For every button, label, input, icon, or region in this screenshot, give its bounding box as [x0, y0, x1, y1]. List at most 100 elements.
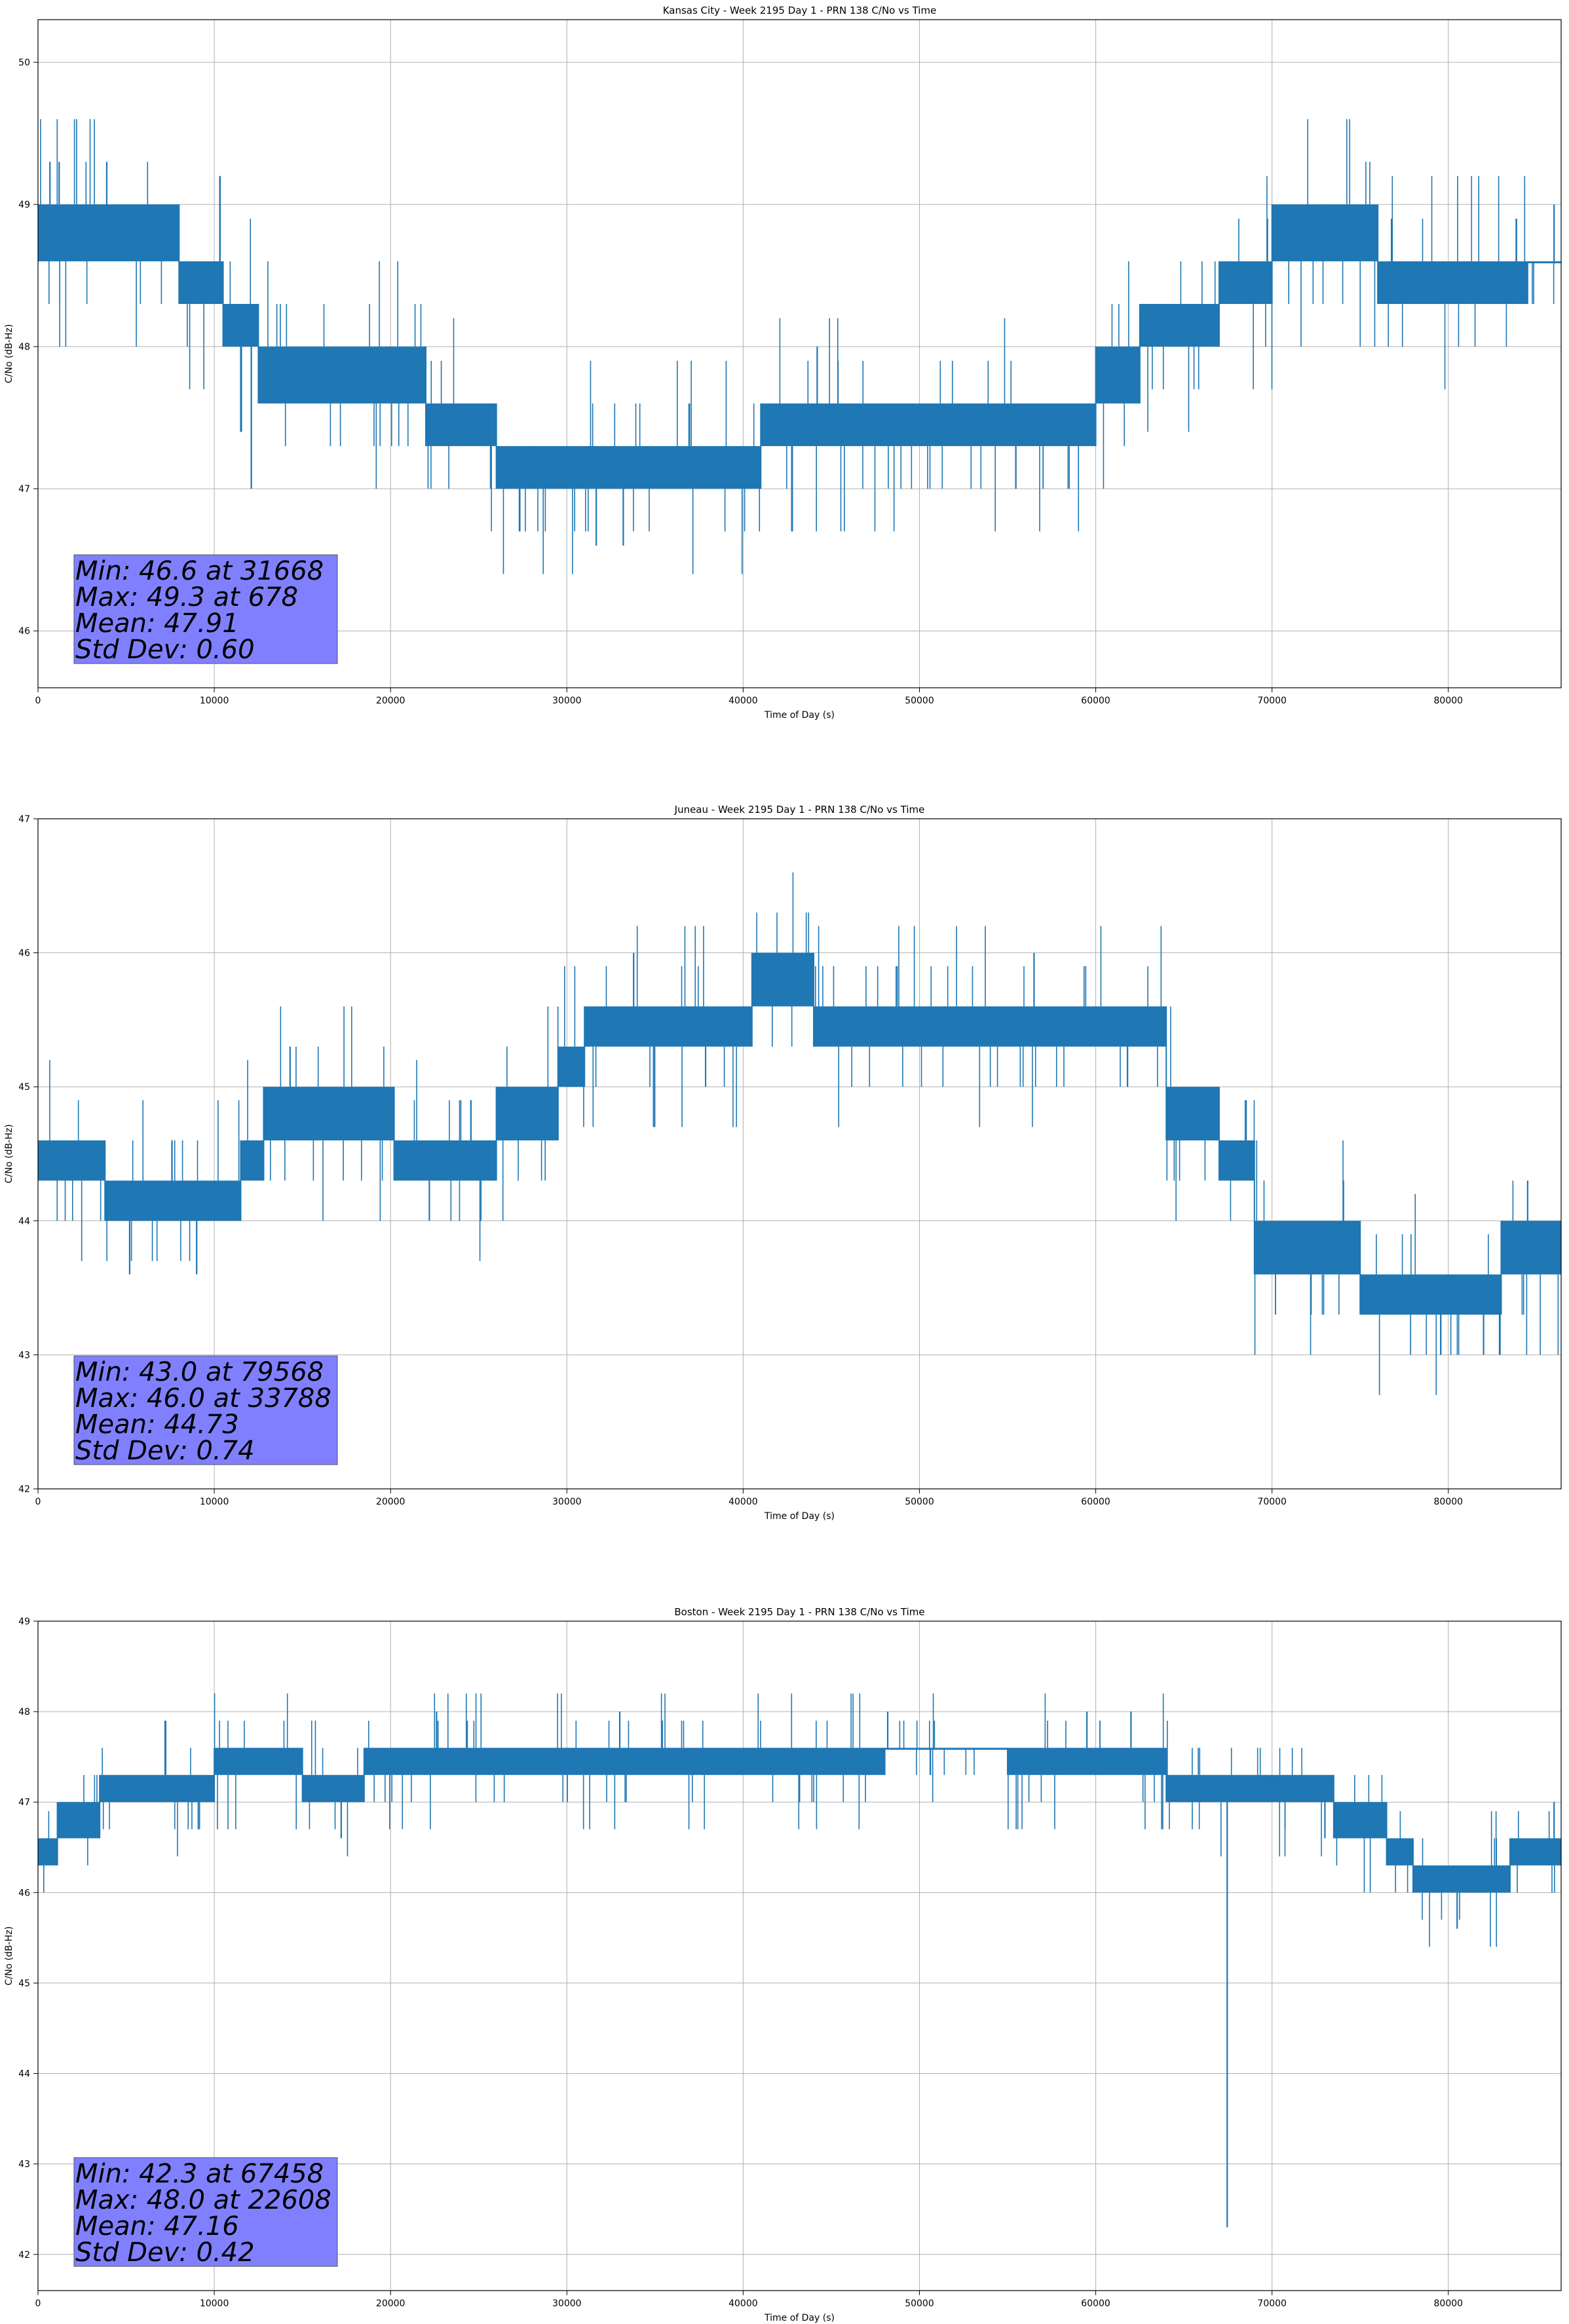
x-tick-label: 70000 [1257, 2298, 1287, 2309]
y-tick-label: 47 [18, 1797, 30, 1808]
data-band [1386, 1838, 1413, 1865]
y-axis-label: C/No (dB-Hz) [4, 324, 14, 383]
y-tick-label: 44 [18, 2069, 30, 2080]
cno-series [38, 872, 1561, 1395]
stats-line: Std Dev: 0.60 [75, 635, 255, 665]
data-band [263, 1087, 394, 1141]
y-tick-label: 50 [18, 58, 30, 68]
chart-title: Juneau - Week 2195 Day 1 - PRN 138 C/No … [674, 804, 925, 815]
x-tick-label: 70000 [1257, 1497, 1287, 1507]
axes-frame [37, 818, 1562, 1490]
y-tick-label: 47 [18, 814, 30, 825]
stats-line: Min: 46.6 at 31668 [75, 556, 324, 586]
data-band [893, 403, 991, 447]
data-band [240, 1140, 264, 1181]
x-tick-label: 20000 [376, 2298, 406, 2309]
x-tick-label: 30000 [552, 2298, 582, 2309]
stats-line: Max: 49.3 at 678 [75, 582, 298, 612]
data-band [364, 1748, 567, 1775]
data-band [1333, 1802, 1387, 1839]
data-band [1412, 1865, 1510, 1893]
data-band [105, 1180, 153, 1221]
stats-line: Mean: 47.16 [75, 2211, 239, 2241]
data-band [1527, 261, 1561, 263]
data-band [152, 1180, 241, 1221]
noise-lines [43, 1693, 1555, 1947]
data-band [690, 446, 761, 489]
chart-panel-1: 0 10000 20000 30000 40000 50000 60000 70000 8000… [4, 5, 1562, 721]
data-band [302, 1774, 364, 1803]
data-band [1008, 1748, 1167, 1775]
y-axis-label: C/No (dB-Hz) [4, 1926, 14, 1985]
data-band [1448, 1274, 1502, 1315]
x-tick-label: 20000 [376, 696, 406, 706]
data-band [531, 446, 690, 489]
x-tick-label: 60000 [1081, 696, 1110, 706]
cno-series [38, 119, 1561, 574]
x-axis-label: Time of Day (s) [764, 1511, 835, 1522]
y-tick-label: 49 [18, 1617, 30, 1627]
stats-line: Mean: 47.91 [75, 609, 239, 639]
x-tick-label: 70000 [1257, 696, 1287, 706]
stats-line: Std Dev: 0.74 [75, 1436, 255, 1466]
data-band [751, 952, 814, 1007]
y-tick-label: 49 [18, 200, 30, 210]
data-band [394, 1140, 497, 1181]
y-tick-label: 45 [18, 1082, 30, 1093]
x-tick-label: 40000 [728, 2298, 758, 2309]
stats-line: Mean: 44.73 [75, 1410, 239, 1440]
stats-box [73, 1355, 338, 1465]
data-band [258, 347, 426, 403]
data-band [1501, 1220, 1561, 1275]
x-axis-label: Time of Day (s) [764, 2313, 835, 2323]
stats-line: Min: 43.0 at 79568 [75, 1357, 324, 1387]
data-band [496, 1087, 558, 1141]
x-tick-label: 10000 [200, 2298, 229, 2309]
data-band [558, 1046, 585, 1087]
data-band [1254, 1220, 1361, 1275]
y-tick-label: 46 [18, 1888, 30, 1898]
data-band [57, 1802, 100, 1839]
data-band [1272, 1774, 1334, 1803]
y-tick-label: 48 [18, 1707, 30, 1717]
x-tick-label: 80000 [1434, 696, 1464, 706]
x-tick-label: 80000 [1434, 2298, 1464, 2309]
data-band [884, 1748, 1008, 1750]
x-tick-label: 40000 [728, 696, 758, 706]
data-band [496, 446, 532, 489]
y-tick-label: 46 [18, 626, 30, 637]
cno-series [38, 1693, 1561, 2228]
data-band [990, 403, 1096, 447]
x-tick-label: 30000 [552, 696, 582, 706]
x-tick-label: 10000 [200, 696, 229, 706]
data-band [1272, 204, 1378, 261]
y-tick-label: 44 [18, 1216, 30, 1227]
y-tick-label: 45 [18, 1978, 30, 1989]
data-band [38, 1838, 58, 1865]
data-band [38, 1140, 105, 1181]
x-tick-label: 60000 [1081, 1497, 1110, 1507]
data-band [214, 1748, 303, 1775]
data-band [567, 1748, 884, 1775]
y-tick-label: 43 [18, 2160, 30, 2170]
x-tick-label: 0 [35, 696, 41, 706]
x-tick-label: 20000 [376, 1497, 406, 1507]
stats-line: Min: 42.3 at 67458 [75, 2159, 324, 2189]
data-band [100, 1774, 215, 1803]
x-tick-label: 40000 [728, 1497, 758, 1507]
data-band [1360, 1274, 1448, 1315]
data-band [1378, 261, 1528, 305]
axes-frame [37, 19, 1562, 688]
stats-line: Std Dev: 0.42 [75, 2238, 255, 2268]
data-band [1219, 261, 1272, 305]
data-band [1219, 1140, 1255, 1181]
data-band [814, 1006, 1167, 1047]
y-tick-label: 46 [18, 948, 30, 959]
stats-line: Max: 48.0 at 22608 [75, 2185, 331, 2215]
y-tick-label: 42 [18, 1484, 30, 1495]
chart-title: Kansas City - Week 2195 Day 1 - PRN 138 … [663, 5, 937, 16]
data-band [426, 403, 497, 447]
data-band [1166, 1087, 1219, 1141]
stats-box [73, 2157, 338, 2267]
